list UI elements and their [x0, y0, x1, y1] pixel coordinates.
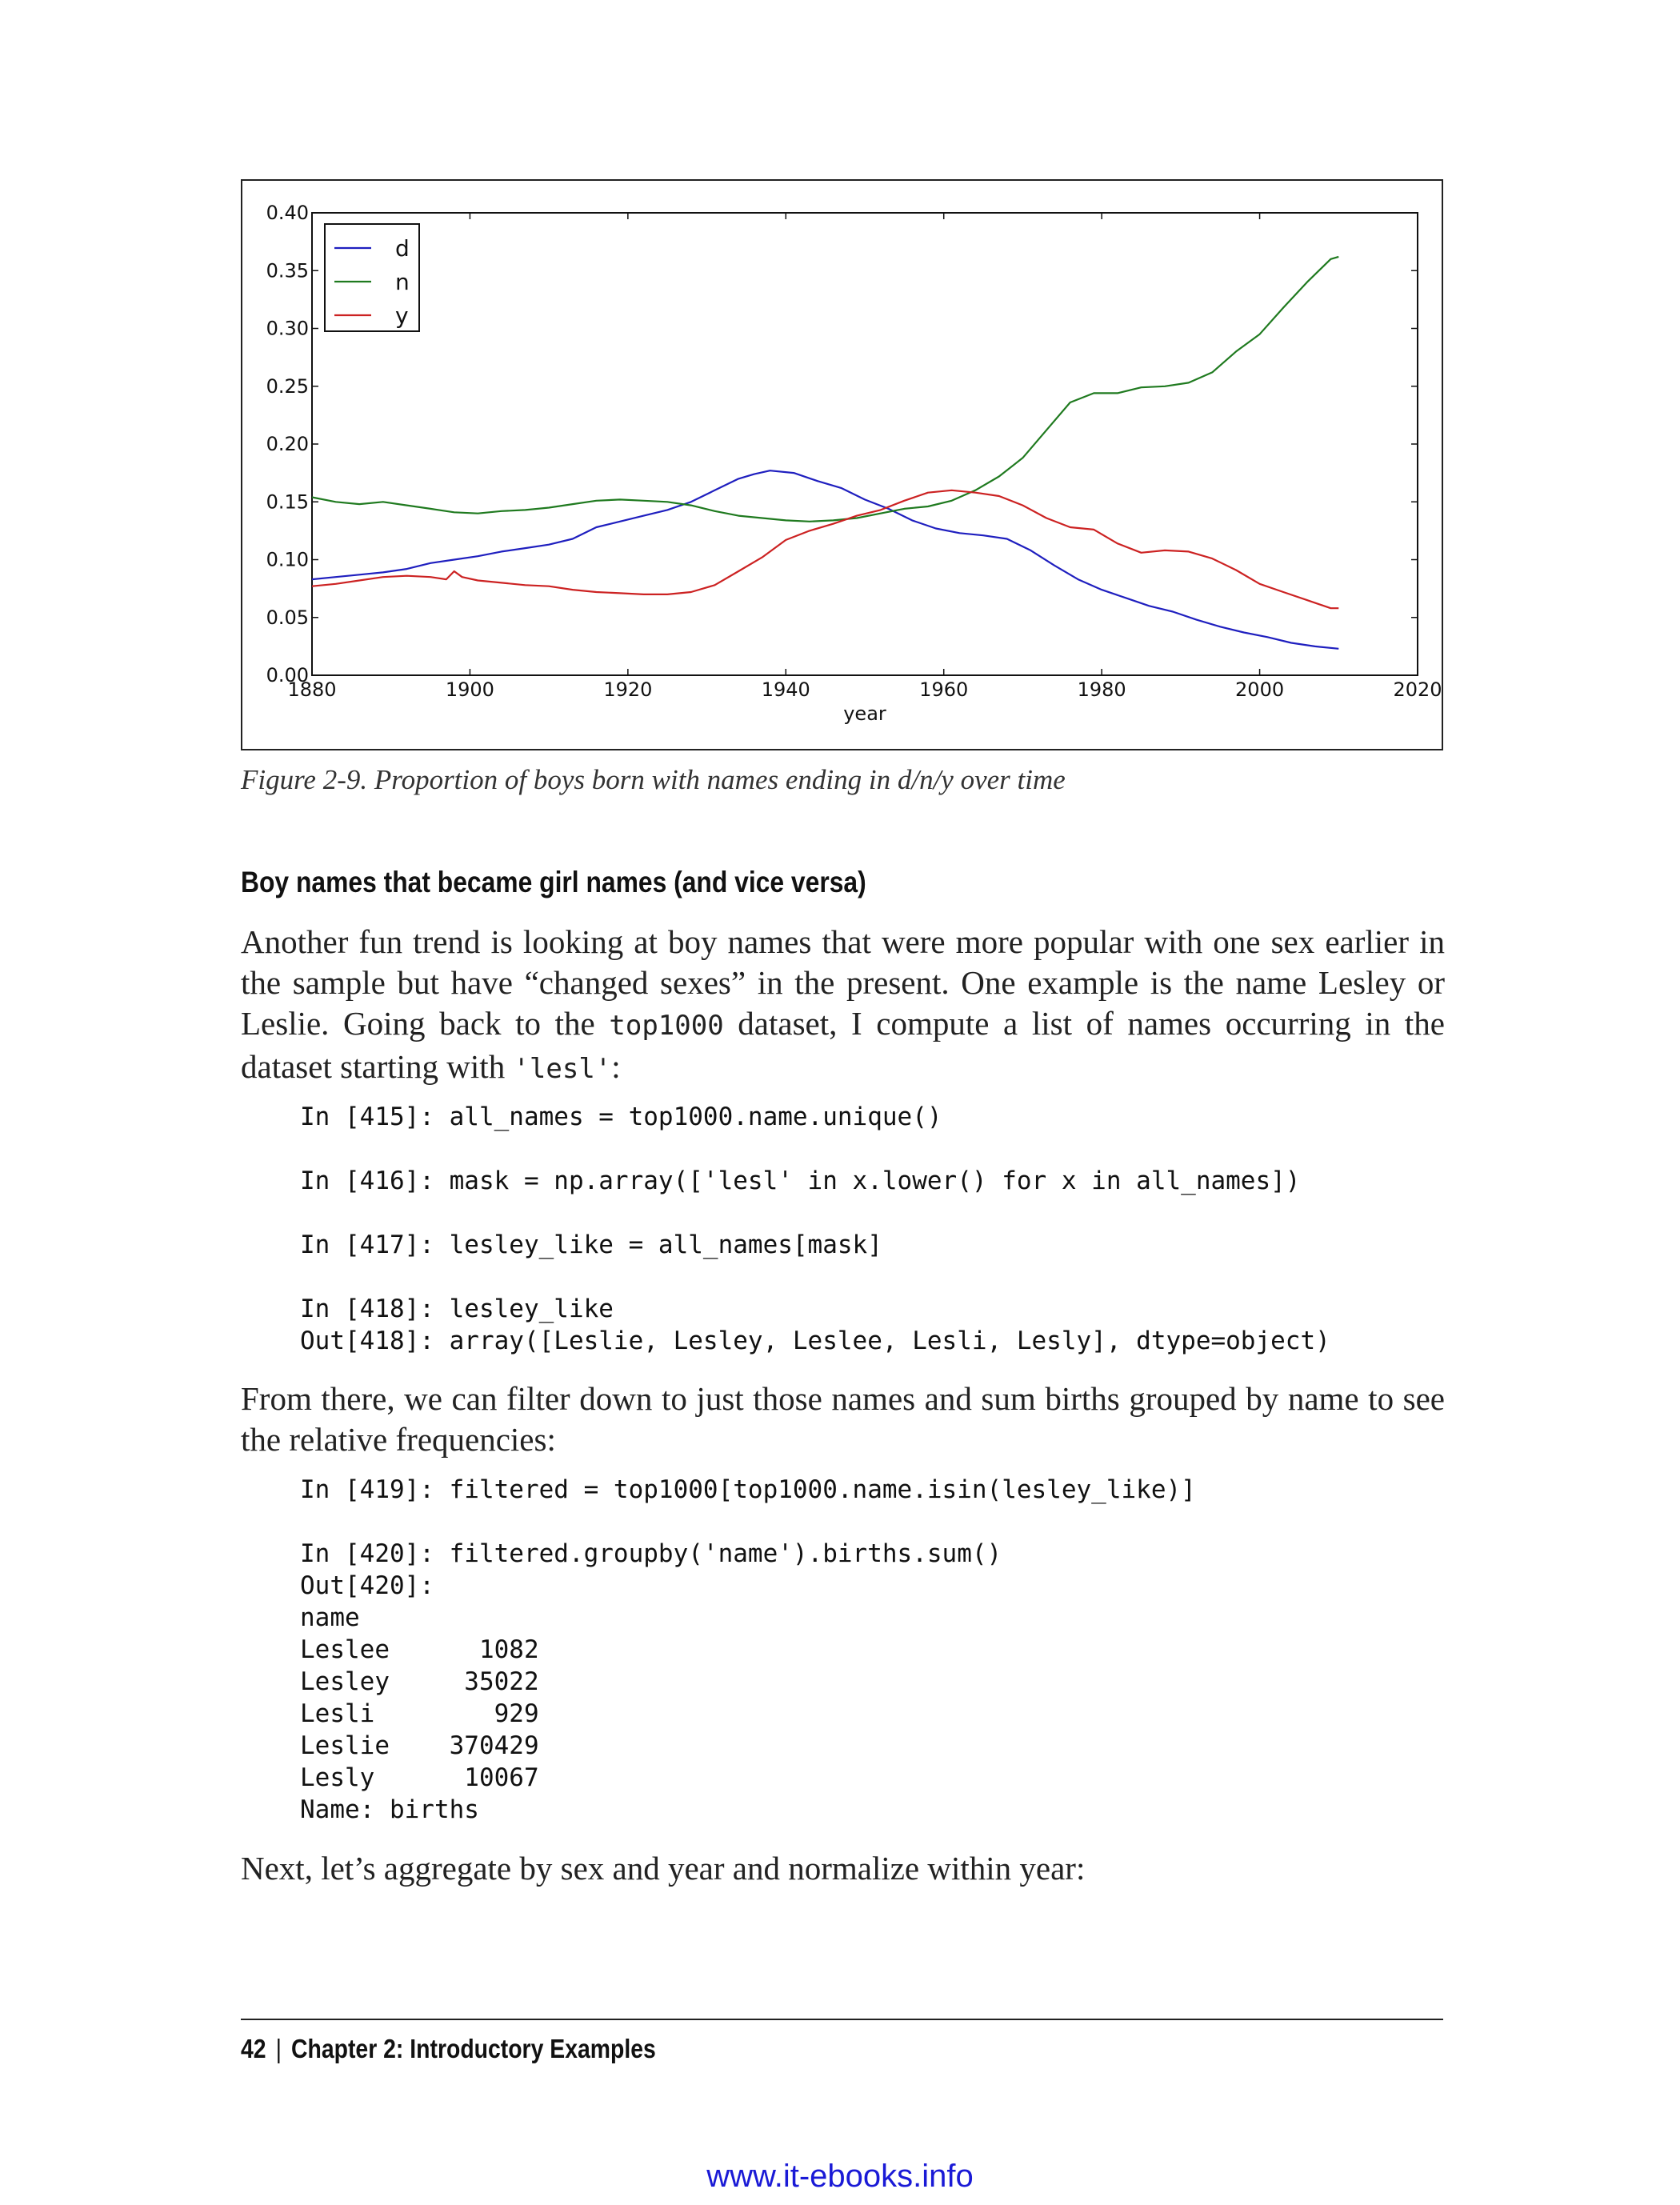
body-paragraph-1: Another fun trend is looking at boy name… — [241, 922, 1445, 1090]
body-paragraph-3: Next, let’s aggregate by sex and year an… — [241, 1850, 1086, 1887]
y-tick-label: 0.40 — [266, 202, 309, 224]
figure-chart: 1880 1900 1920 1940 1960 1980 2000 2020 0.00 0.05… — [241, 179, 1443, 750]
x-tick-label: 2020 — [1393, 678, 1442, 701]
legend-label-d: d — [395, 235, 410, 262]
inline-code-top1000: top1000 — [609, 1010, 724, 1042]
x-tick-label: 1980 — [1078, 678, 1126, 701]
watermark-link[interactable]: www.it-ebooks.info — [706, 2159, 974, 2194]
x-tick-label: 1960 — [919, 678, 968, 701]
inline-code-lesl: 'lesl' — [513, 1053, 612, 1085]
code-block-1: In [415]: all_names = top1000.name.uniqu… — [300, 1102, 1330, 1355]
y-tick-label: 0.35 — [266, 259, 309, 282]
legend-label-y: y — [395, 302, 409, 329]
series-line-n — [311, 255, 1339, 522]
x-tick-label: 1880 — [287, 678, 336, 701]
para1-text-c: : — [611, 1048, 621, 1085]
series-line-y — [311, 489, 1339, 610]
body-paragraph-2: From there, we can filter down to just t… — [241, 1380, 1445, 1458]
y-tick-label: 0.10 — [266, 549, 309, 571]
y-tick-label: 0.05 — [266, 606, 309, 629]
series-line-d — [311, 470, 1339, 650]
line-chart: 1880 1900 1920 1940 1960 1980 2000 2020 0.00 0.05… — [266, 202, 1442, 725]
footer-separator: | — [275, 2034, 282, 2063]
legend-label-n: n — [395, 269, 410, 295]
y-tick-label: 0.30 — [266, 318, 309, 340]
y-tick-label: 0.00 — [266, 664, 309, 686]
footer-rule — [241, 2019, 1443, 2020]
y-tick-label: 0.15 — [266, 490, 309, 513]
page-number: 42 — [241, 2034, 266, 2063]
section-heading: Boy names that became girl names (and vi… — [241, 866, 866, 898]
x-tick-label: 2000 — [1235, 678, 1284, 701]
x-tick-label: 1920 — [603, 678, 652, 701]
x-axis-title: year — [843, 702, 886, 725]
figure-caption: Figure 2-9. Proportion of boys born with… — [241, 764, 1066, 795]
y-tick-label: 0.20 — [266, 433, 309, 455]
x-tick-label: 1940 — [762, 678, 810, 701]
legend-box — [324, 223, 420, 332]
chapter-title: Chapter 2: Introductory Examples — [291, 2034, 656, 2063]
page-footer: 42 | Chapter 2: Introductory Examples — [241, 2034, 656, 2064]
code-block-2: In [419]: filtered = top1000[top1000.nam… — [300, 1475, 1196, 1824]
para1-text-a: Another fun trend is looking at boy name… — [241, 923, 1445, 1042]
para1-text-b: dataset, I compute a list of names occur… — [241, 1005, 1445, 1085]
y-tick-label: 0.25 — [266, 375, 309, 398]
x-tick-label: 1900 — [446, 678, 494, 701]
plot-area-frame — [311, 212, 1418, 676]
